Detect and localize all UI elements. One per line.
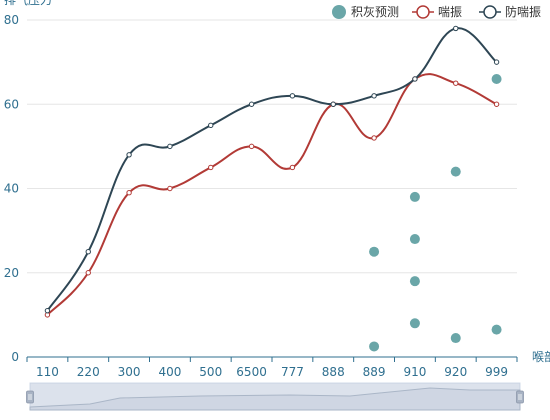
x-tick-label: 500: [199, 365, 222, 379]
series-point[interactable]: [248, 143, 255, 150]
x-axis-title: 喉部: [532, 349, 550, 364]
series-point[interactable]: [44, 307, 51, 314]
series-point[interactable]: [289, 164, 296, 171]
data-zoom-left-handle[interactable]: [26, 390, 34, 404]
legend-symbol: [416, 5, 430, 19]
scatter-point[interactable]: [450, 333, 461, 344]
series-point[interactable]: [371, 93, 377, 99]
series-point[interactable]: [208, 164, 214, 171]
axes: 0 20 40 60 80 110 220 300 400 500 6500 777 888 889 910…: [4, 0, 550, 379]
series-point[interactable]: [371, 135, 377, 141]
legend-symbol: [332, 5, 346, 19]
series-point[interactable]: [453, 25, 459, 32]
y-axis-title: 排气压力: [4, 0, 52, 7]
series-point[interactable]: [167, 185, 173, 192]
grid-lines: [27, 19, 517, 274]
series-point[interactable]: [85, 270, 91, 276]
x-tick-label: 400: [158, 365, 181, 379]
legend-label: 防喘振: [505, 4, 541, 19]
legend-label: 喘振: [438, 5, 462, 19]
series-point[interactable]: [248, 101, 255, 107]
series-point[interactable]: [167, 143, 173, 150]
series-point[interactable]: [493, 59, 500, 65]
x-tick-label: 110: [36, 365, 59, 379]
series-point[interactable]: [85, 248, 91, 255]
scatter-point[interactable]: [491, 324, 502, 335]
legend-item[interactable]: 喘振: [412, 5, 462, 19]
data-zoom-right-handle[interactable]: [516, 390, 524, 404]
series-layer: [44, 25, 502, 352]
legend-item[interactable]: 积灰预测: [332, 5, 399, 19]
scatter-point[interactable]: [450, 166, 461, 177]
series-point[interactable]: [126, 190, 132, 196]
series-line-1: [46, 27, 498, 312]
scatter-point[interactable]: [409, 318, 420, 329]
series-point[interactable]: [126, 152, 132, 158]
scatter-point[interactable]: [409, 276, 420, 287]
series-point[interactable]: [330, 101, 336, 107]
scatter-point[interactable]: [409, 234, 420, 245]
x-tick-label: 999: [485, 365, 508, 379]
legend-symbol: [483, 5, 497, 19]
x-tick-label: 6500: [236, 365, 267, 379]
scatter-point[interactable]: [409, 191, 420, 202]
x-tick-label: 889: [363, 365, 386, 379]
y-tick-label: 20: [4, 266, 19, 280]
x-tick-label: 910: [403, 365, 426, 379]
y-tick-label: 40: [4, 182, 19, 196]
handle-grip[interactable]: [26, 390, 34, 404]
y-tick-label: 80: [4, 13, 19, 27]
y-tick-label: 60: [4, 97, 19, 111]
data-zoom-preview: [29, 387, 521, 411]
x-tick-label: 220: [77, 365, 100, 379]
legend-item[interactable]: 防喘振: [479, 4, 541, 19]
series-point[interactable]: [493, 101, 500, 107]
data-zoom-slider[interactable]: [26, 382, 524, 411]
legend[interactable]: 积灰预测 喘振 防喘振: [332, 4, 541, 19]
handle-grip[interactable]: [516, 390, 524, 404]
scatter-point[interactable]: [491, 73, 502, 84]
series-line-0: [46, 73, 498, 316]
x-tick-label: 888: [322, 365, 345, 379]
scatter-point[interactable]: [369, 246, 380, 257]
scatter-point[interactable]: [369, 341, 380, 352]
x-tick-label: 777: [281, 365, 304, 379]
series-point[interactable]: [289, 93, 296, 99]
legend-label: 积灰预测: [351, 5, 399, 19]
series-point[interactable]: [453, 80, 459, 86]
x-tick-label: 920: [444, 365, 467, 379]
x-tick-label: 300: [118, 365, 141, 379]
series-point[interactable]: [412, 76, 418, 82]
y-tick-label: 0: [11, 350, 19, 364]
series-point[interactable]: [208, 122, 214, 129]
